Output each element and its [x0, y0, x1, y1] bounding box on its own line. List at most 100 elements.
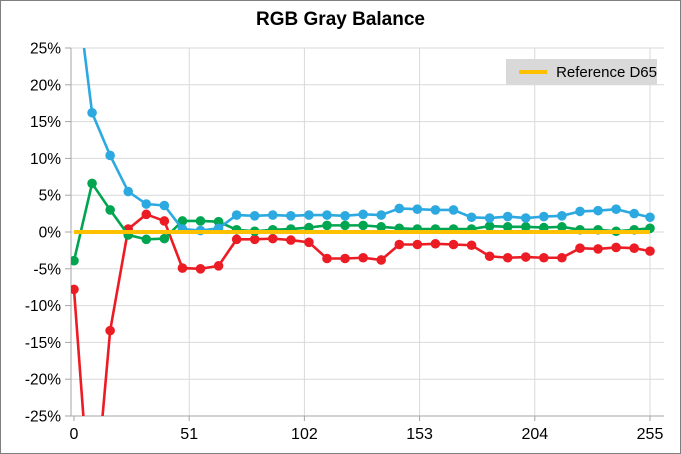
series-marker-blue [123, 186, 134, 197]
y-tick-label: -20% [25, 372, 61, 389]
series-marker-blue [466, 212, 477, 223]
series-marker-red [645, 246, 655, 256]
x-tick-label: 204 [521, 426, 548, 443]
y-tick-label: -5% [33, 261, 61, 278]
series-marker-green [87, 178, 97, 189]
series-marker-red [267, 233, 278, 244]
series-marker-red [412, 239, 423, 250]
series-marker-blue [358, 209, 368, 220]
series-marker-red [430, 238, 441, 249]
y-tick-label: 15% [30, 114, 61, 131]
series-marker-red [502, 252, 513, 263]
series-marker-blue [87, 107, 97, 118]
series-marker-blue [304, 210, 314, 220]
series-marker-blue [557, 211, 567, 221]
series-marker-red [539, 252, 549, 263]
series-marker-green [539, 222, 549, 233]
series-marker-green [304, 222, 314, 233]
series-marker-blue [267, 210, 278, 220]
series-marker-blue [430, 205, 441, 215]
series-marker-blue [502, 211, 513, 222]
series-marker-blue [286, 211, 296, 221]
series-marker-red [322, 253, 332, 264]
y-tick-label: -25% [25, 409, 61, 426]
y-tick-label: 25% [30, 41, 61, 58]
series-marker-red [466, 240, 477, 251]
series-marker-blue [575, 206, 585, 217]
series-marker-green [322, 220, 332, 231]
series-marker-red [611, 242, 621, 253]
series-marker-blue [231, 210, 242, 220]
series-marker-blue [539, 211, 549, 222]
series-marker-red [358, 252, 368, 263]
legend-reference-line-sample [519, 70, 548, 74]
series-marker-red [520, 252, 531, 262]
series-marker-blue [249, 211, 260, 221]
series-marker-red [304, 237, 314, 248]
y-tick-label: 20% [30, 77, 61, 94]
series-marker-blue [159, 200, 170, 211]
series-marker-blue [394, 203, 405, 214]
series-marker-red [105, 325, 115, 336]
series-marker-green [141, 234, 152, 245]
legend-label: Reference D65 [556, 63, 657, 81]
series-line-blue [82, 48, 651, 232]
series-marker-red [141, 209, 152, 220]
series-marker-red [484, 251, 495, 262]
series-marker-blue [448, 205, 459, 215]
series-marker-green [557, 222, 567, 232]
series-marker-red [159, 216, 170, 226]
series-marker-blue [520, 213, 531, 223]
series-marker-green [213, 216, 224, 227]
series-marker-green [177, 216, 188, 226]
series-marker-blue [593, 205, 603, 216]
series-group [71, 48, 655, 416]
series-marker-red [629, 243, 639, 253]
series-line-red [72, 212, 651, 416]
series-marker-green [376, 222, 387, 232]
series-marker-blue [376, 210, 387, 220]
y-tick-label: 0% [39, 225, 62, 242]
series-marker-green [502, 222, 513, 232]
series-marker-blue [645, 212, 655, 223]
series-marker-red [575, 243, 585, 253]
series-marker-red [394, 239, 405, 250]
series-marker-red [376, 255, 387, 265]
x-tick-label: 0 [70, 426, 79, 443]
series-marker-green [520, 222, 531, 232]
series-marker-red [71, 284, 79, 295]
x-tick-label: 255 [637, 426, 664, 443]
series-marker-green [105, 205, 115, 215]
y-tick-label: -10% [25, 298, 61, 315]
series-marker-blue [629, 208, 639, 219]
series-marker-red [177, 263, 188, 273]
series-marker-blue [484, 213, 495, 223]
legend: Reference D65 [506, 59, 657, 85]
series-marker-blue [322, 210, 332, 220]
series-marker-red [593, 244, 603, 254]
series-marker-green [71, 255, 79, 266]
series-marker-green [195, 216, 206, 226]
series-marker-blue [611, 204, 621, 214]
series-marker-red [340, 253, 350, 264]
series-marker-green [159, 233, 170, 244]
x-tick-label: 153 [406, 426, 433, 443]
series-marker-blue [412, 204, 423, 214]
series-marker-red [195, 264, 206, 274]
series-marker-red [249, 234, 260, 245]
y-tick-label: 5% [39, 188, 62, 205]
series-marker-blue [105, 150, 115, 161]
x-tick-label: 51 [180, 426, 198, 443]
series-marker-red [557, 252, 567, 263]
series-marker-red [448, 239, 459, 250]
series-marker-blue [141, 199, 152, 209]
series-marker-blue [340, 211, 350, 221]
series-marker-green [484, 221, 495, 231]
series-marker-green [340, 220, 350, 231]
series-marker-red [231, 234, 242, 245]
y-tick-label: -15% [25, 335, 61, 352]
series-marker-red [213, 261, 224, 271]
y-tick-label: 10% [30, 151, 61, 168]
